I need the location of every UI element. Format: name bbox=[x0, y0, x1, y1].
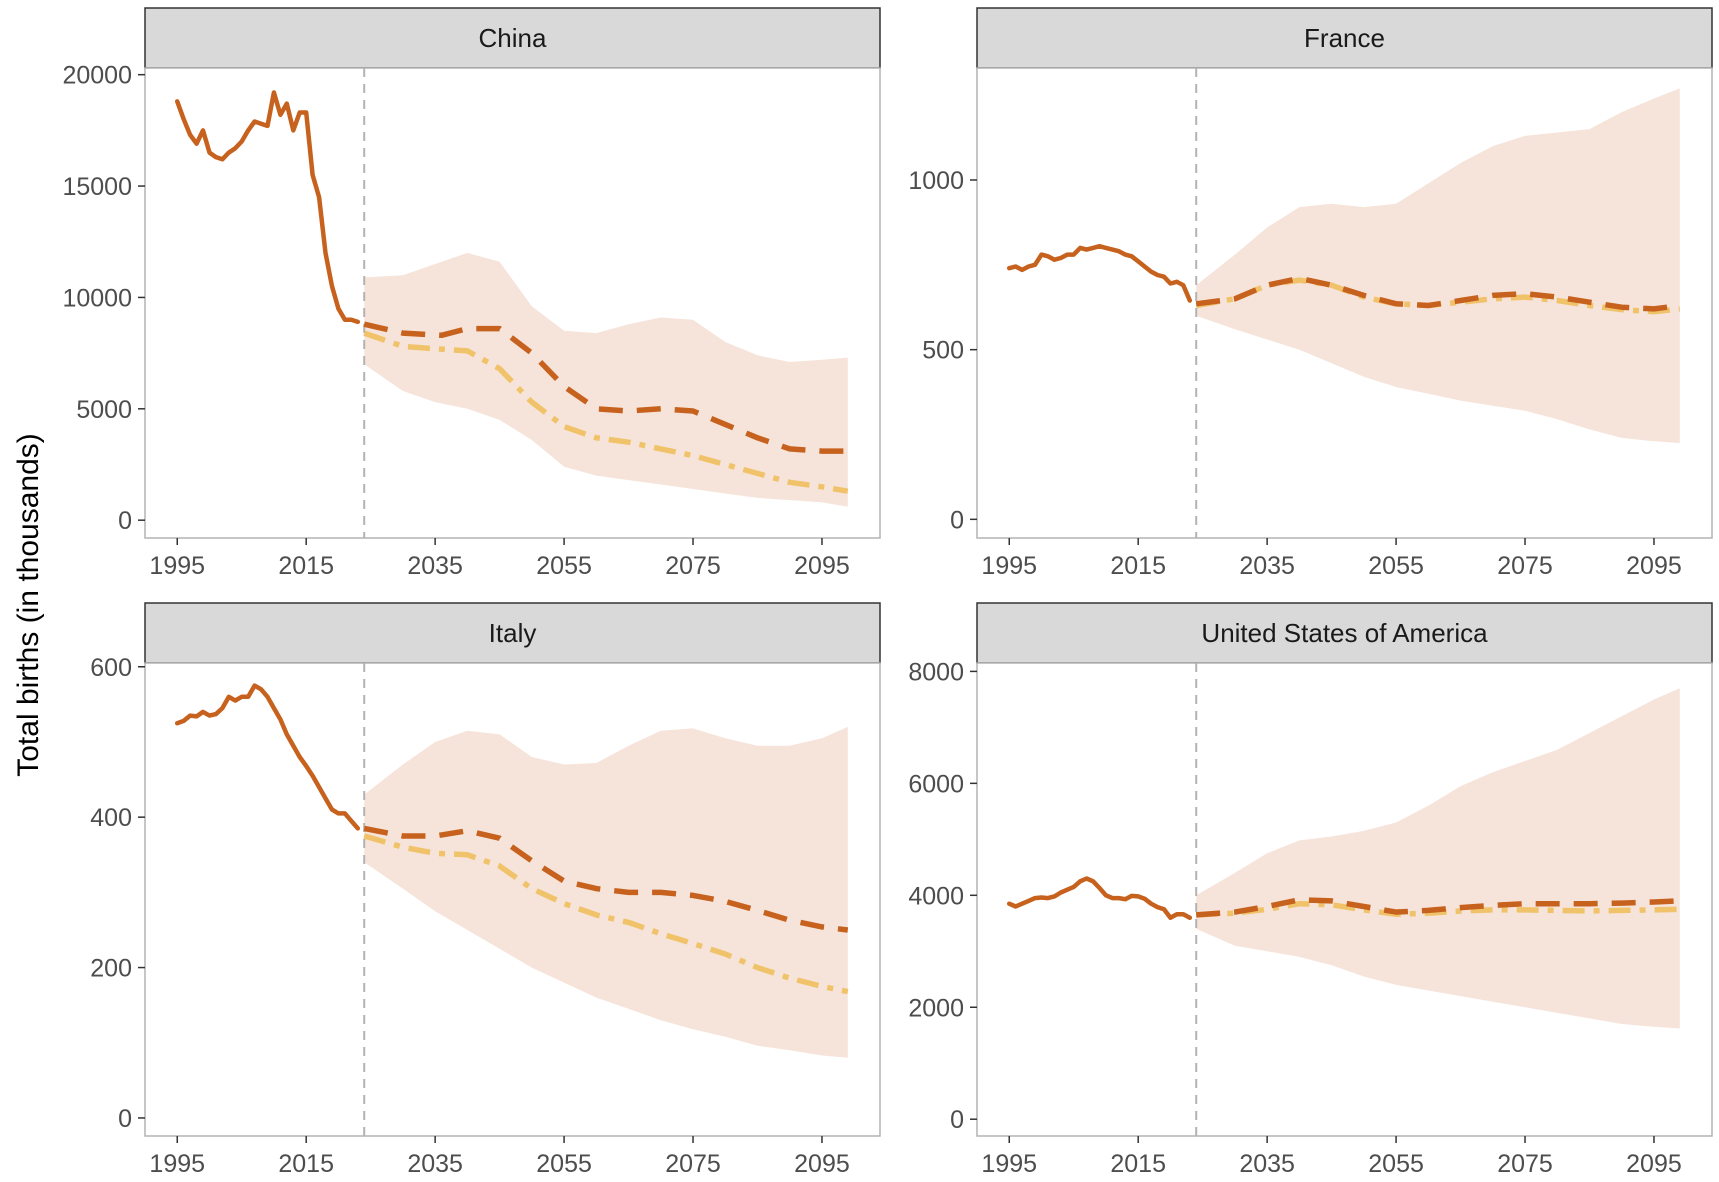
projection-median-line bbox=[1195, 275, 1681, 312]
y-tick-label: 5000 bbox=[76, 396, 132, 424]
x-tick-label: 2015 bbox=[1110, 552, 1166, 580]
y-axis-title: Total births (in thousands) bbox=[12, 433, 45, 777]
y-tick-label: 0 bbox=[950, 1106, 964, 1134]
y-tick-label: 20000 bbox=[62, 62, 132, 90]
x-tick-label: 2015 bbox=[278, 552, 334, 580]
prediction-interval bbox=[364, 726, 848, 1058]
x-tick-label: 2095 bbox=[794, 552, 850, 580]
y-tick-label: 15000 bbox=[62, 173, 132, 201]
plot-area bbox=[174, 663, 849, 1136]
x-tick-label: 2095 bbox=[1626, 1150, 1682, 1178]
x-tick-label: 2055 bbox=[1368, 552, 1424, 580]
observed-line bbox=[1006, 243, 1193, 303]
observed-line bbox=[174, 90, 361, 325]
observed-line bbox=[174, 683, 361, 831]
x-tick-label: 2095 bbox=[794, 1150, 850, 1178]
observed-line bbox=[1006, 876, 1193, 920]
panel-france: France 0 500 1000 1995 2015 2035 2055 2075 2095 bbox=[908, 7, 1713, 580]
projection-alt-line bbox=[363, 833, 849, 995]
y-tick-label: 0 bbox=[118, 1105, 132, 1133]
y-tick-label: 4000 bbox=[908, 882, 964, 910]
y-tick-label: 2000 bbox=[908, 994, 964, 1022]
facet-strip bbox=[976, 602, 1713, 664]
x-tick-label: 2075 bbox=[1497, 1150, 1553, 1178]
y-tick-label: 400 bbox=[90, 804, 132, 832]
y-tick-label: 500 bbox=[922, 337, 964, 365]
facet-strip bbox=[976, 7, 1713, 69]
projection-median-line bbox=[1196, 897, 1680, 918]
x-tick-label: 2055 bbox=[1368, 1150, 1424, 1178]
plot-area bbox=[1006, 663, 1680, 1136]
plot-area bbox=[174, 68, 849, 538]
projection-alt-line bbox=[1195, 277, 1681, 315]
x-tick-label: 2075 bbox=[665, 1150, 721, 1178]
facet-title: United States of America bbox=[1201, 618, 1488, 648]
x-tick-label: 1995 bbox=[149, 1150, 205, 1178]
x-tick-label: 2035 bbox=[1239, 1150, 1295, 1178]
projection-median-line bbox=[363, 825, 849, 933]
facet-strip bbox=[144, 602, 881, 664]
x-tick-label: 1995 bbox=[981, 552, 1037, 580]
y-tick-label: 200 bbox=[90, 955, 132, 983]
panel-usa: United States of America 0 2000 4000 6000 800… bbox=[908, 602, 1713, 1178]
x-tick-label: 2035 bbox=[407, 552, 463, 580]
x-tick-label: 2075 bbox=[1497, 552, 1553, 580]
x-tick-label: 2075 bbox=[665, 552, 721, 580]
y-tick-label: 0 bbox=[950, 506, 964, 534]
facet-title: Italy bbox=[489, 618, 537, 648]
prediction-interval bbox=[1196, 88, 1680, 444]
x-tick-label: 2055 bbox=[536, 552, 592, 580]
y-tick-label: 1000 bbox=[908, 167, 964, 195]
x-tick-label: 1995 bbox=[981, 1150, 1037, 1178]
plot-area bbox=[1006, 68, 1681, 538]
panel-italy: Italy 0 200 400 600 1995 2015 2035 2055 2075 2095 bbox=[90, 602, 881, 1178]
x-tick-label: 2035 bbox=[407, 1150, 463, 1178]
facet-strip bbox=[144, 7, 881, 69]
y-tick-label: 600 bbox=[90, 654, 132, 682]
facet-title: France bbox=[1304, 23, 1385, 53]
y-tick-label: 10000 bbox=[62, 284, 132, 312]
x-tick-label: 2095 bbox=[1626, 552, 1682, 580]
panel-china: China 0 5000 10000 15000 20000 1995 2015 2035 205… bbox=[62, 7, 881, 580]
projection-alt-line bbox=[1196, 900, 1680, 918]
y-tick-label: 6000 bbox=[908, 770, 964, 798]
y-tick-label: 0 bbox=[118, 507, 132, 535]
y-tick-label: 8000 bbox=[908, 658, 964, 686]
prediction-interval bbox=[364, 252, 848, 507]
projection-median-line bbox=[363, 321, 848, 454]
x-tick-label: 2015 bbox=[1110, 1150, 1166, 1178]
x-tick-label: 1995 bbox=[149, 552, 205, 580]
prediction-interval bbox=[1196, 688, 1680, 1029]
x-tick-label: 2015 bbox=[278, 1150, 334, 1178]
x-tick-label: 2035 bbox=[1239, 552, 1295, 580]
x-tick-label: 2055 bbox=[536, 1150, 592, 1178]
facet-title: China bbox=[479, 23, 547, 53]
projection-alt-line bbox=[363, 330, 849, 494]
